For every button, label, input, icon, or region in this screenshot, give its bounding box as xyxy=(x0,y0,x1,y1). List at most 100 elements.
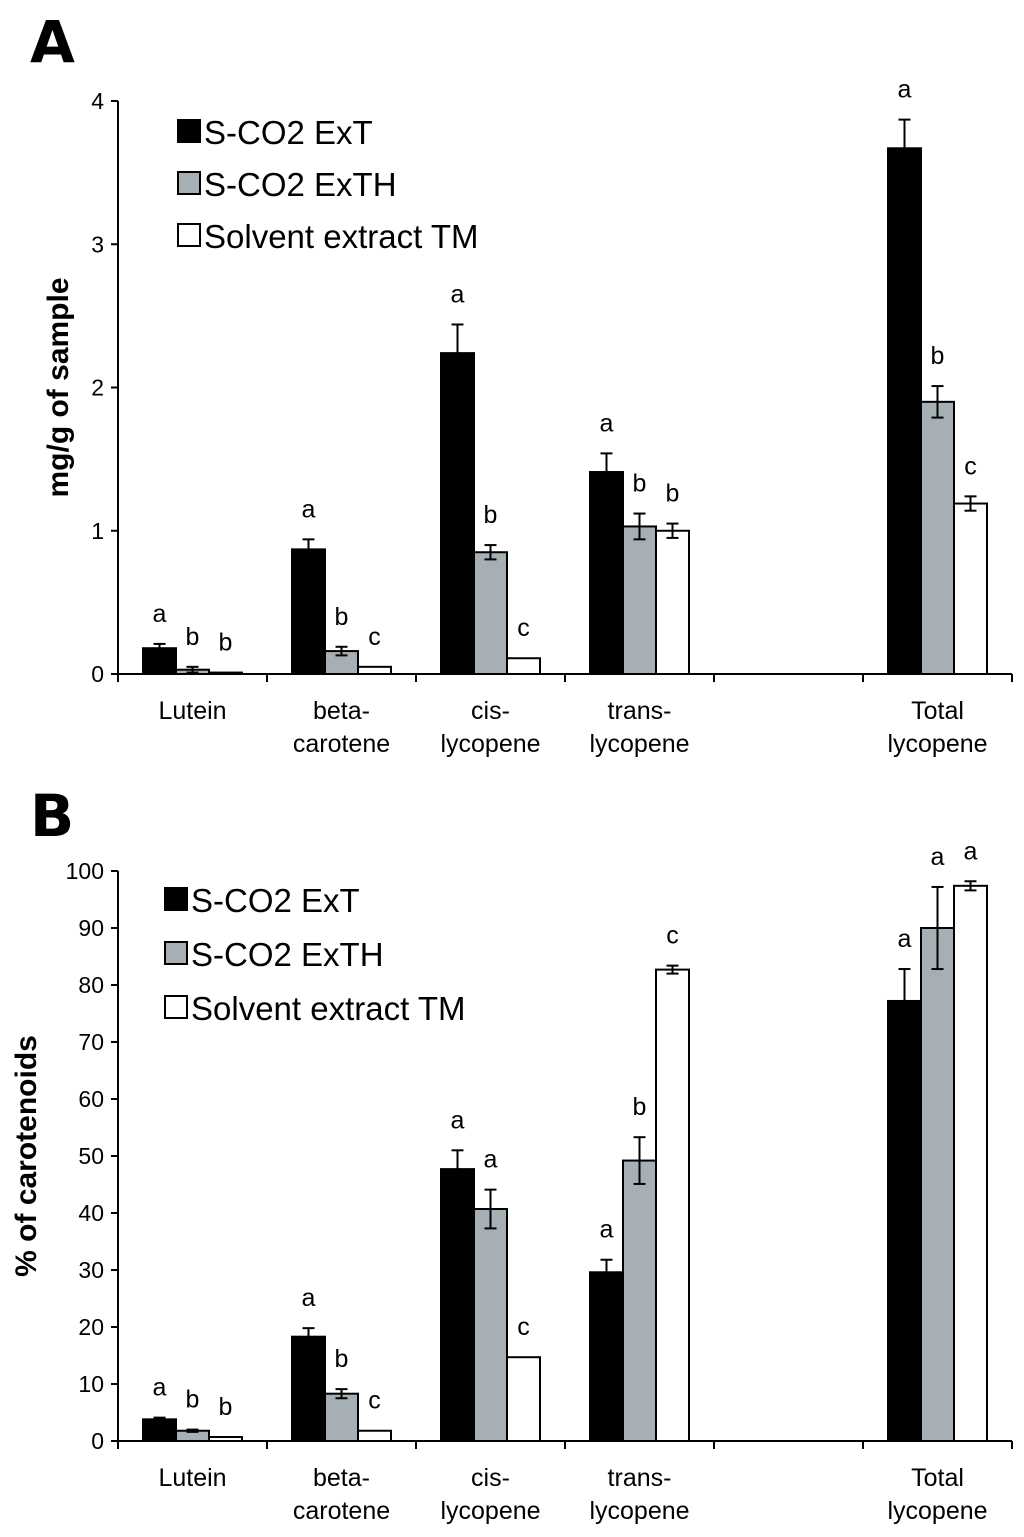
significance-label: b xyxy=(484,501,498,529)
significance-label: b xyxy=(666,480,680,508)
x-category-label: lycopene xyxy=(440,730,540,758)
x-category-label: Lutein xyxy=(158,697,226,725)
x-category-label: cis- xyxy=(471,1464,510,1492)
bar xyxy=(291,1335,326,1442)
x-category-label: lycopene xyxy=(887,730,987,758)
legend-swatch xyxy=(164,995,188,1019)
x-category-label: trans- xyxy=(608,1464,672,1492)
legend-label: Solvent extract TM xyxy=(204,218,479,255)
significance-label: a xyxy=(600,1216,614,1244)
significance-label: a xyxy=(153,600,167,628)
bar xyxy=(953,884,988,1442)
x-category-label: carotene xyxy=(293,1497,390,1525)
y-tick-label: 4 xyxy=(91,88,104,114)
legend-swatch xyxy=(177,223,201,247)
y-tick-label: 50 xyxy=(78,1143,104,1169)
x-category-label: beta- xyxy=(313,697,370,725)
y-tick-label: 0 xyxy=(91,661,104,687)
x-category-label: lycopene xyxy=(589,1497,689,1525)
significance-label: a xyxy=(302,1284,316,1312)
bar xyxy=(440,352,475,675)
x-category-label: cis- xyxy=(471,697,510,725)
significance-label: a xyxy=(451,1106,465,1134)
bar xyxy=(589,1271,624,1443)
bar xyxy=(506,1356,541,1442)
bar xyxy=(142,1418,177,1442)
y-tick-label: 90 xyxy=(78,915,104,941)
x-category-label: Lutein xyxy=(158,1464,226,1492)
bar xyxy=(655,968,690,1442)
bar xyxy=(953,502,988,675)
significance-label: b xyxy=(335,603,349,631)
x-category-label: beta- xyxy=(313,1464,370,1492)
significance-label: b xyxy=(931,342,945,370)
legend-label: S-CO2 ExT xyxy=(204,114,373,151)
y-axis-label: % of carotenoids xyxy=(10,1035,43,1277)
significance-label: a xyxy=(484,1146,498,1174)
bar xyxy=(920,927,955,1442)
x-category-label: lycopene xyxy=(589,730,689,758)
x-category-label: Total xyxy=(911,1464,964,1492)
panel-letter: A xyxy=(30,8,75,76)
bar xyxy=(291,548,326,675)
significance-label: b xyxy=(219,1393,233,1421)
bar xyxy=(208,671,243,676)
bar xyxy=(473,1208,508,1443)
x-category-label: carotene xyxy=(293,730,390,758)
bar xyxy=(622,525,657,676)
y-tick-label: 0 xyxy=(91,1428,104,1454)
panel-a: Amg/g of sample 0 1 2 3 4 Lutein beta-carotene c… xyxy=(30,8,1013,758)
y-tick-label: 40 xyxy=(78,1200,104,1226)
significance-label: b xyxy=(186,1386,200,1414)
significance-label: b xyxy=(335,1345,349,1373)
y-tick-label: 10 xyxy=(78,1371,104,1397)
significance-label: b xyxy=(633,470,647,498)
legend-label: S-CO2 ExT xyxy=(191,882,360,919)
y-axis-label: mg/g of sample xyxy=(42,277,75,497)
bar xyxy=(208,1436,243,1443)
bar xyxy=(473,551,508,675)
significance-label: a xyxy=(302,495,316,523)
bar xyxy=(887,147,922,675)
y-tick-label: 1 xyxy=(91,518,104,544)
significance-label: c xyxy=(964,452,977,480)
bar xyxy=(324,1392,359,1442)
significance-label: c xyxy=(666,922,679,950)
y-tick-label: 100 xyxy=(66,858,104,884)
significance-label: a xyxy=(898,925,912,953)
x-category-label: lycopene xyxy=(887,1497,987,1525)
legend-swatch xyxy=(177,171,201,195)
legend-label: S-CO2 ExTH xyxy=(191,936,384,973)
x-category-label: Total xyxy=(911,697,964,725)
legend-label: S-CO2 ExTH xyxy=(204,166,397,203)
panel-b: B % of carotenoids 0 10 20 30 40 50 60 70 80 90 100 L… xyxy=(10,782,1013,1525)
bar xyxy=(887,999,922,1443)
legend-swatch xyxy=(164,887,188,911)
legend-swatch xyxy=(164,941,188,965)
y-tick-label: 3 xyxy=(91,231,104,257)
y-tick-label: 2 xyxy=(91,375,104,401)
significance-label: b xyxy=(633,1093,647,1121)
legend-label: Solvent extract TM xyxy=(191,990,466,1027)
bar xyxy=(357,1429,392,1442)
significance-label: a xyxy=(931,843,945,871)
bar xyxy=(440,1168,475,1442)
bar xyxy=(920,400,955,675)
bar xyxy=(589,471,624,675)
x-category-label: lycopene xyxy=(440,1497,540,1525)
x-category-label: trans- xyxy=(608,697,672,725)
y-tick-label: 20 xyxy=(78,1314,104,1340)
y-tick-label: 80 xyxy=(78,972,104,998)
panel-letter: B xyxy=(30,782,74,850)
y-tick-label: 60 xyxy=(78,1086,104,1112)
significance-label: a xyxy=(153,1374,167,1402)
bar xyxy=(142,647,177,676)
significance-label: a xyxy=(600,409,614,437)
significance-label: a xyxy=(964,837,978,865)
significance-label: b xyxy=(219,629,233,657)
significance-label: c xyxy=(368,623,381,651)
bar xyxy=(506,657,541,675)
significance-label: a xyxy=(451,280,465,308)
significance-label: c xyxy=(517,1313,530,1341)
